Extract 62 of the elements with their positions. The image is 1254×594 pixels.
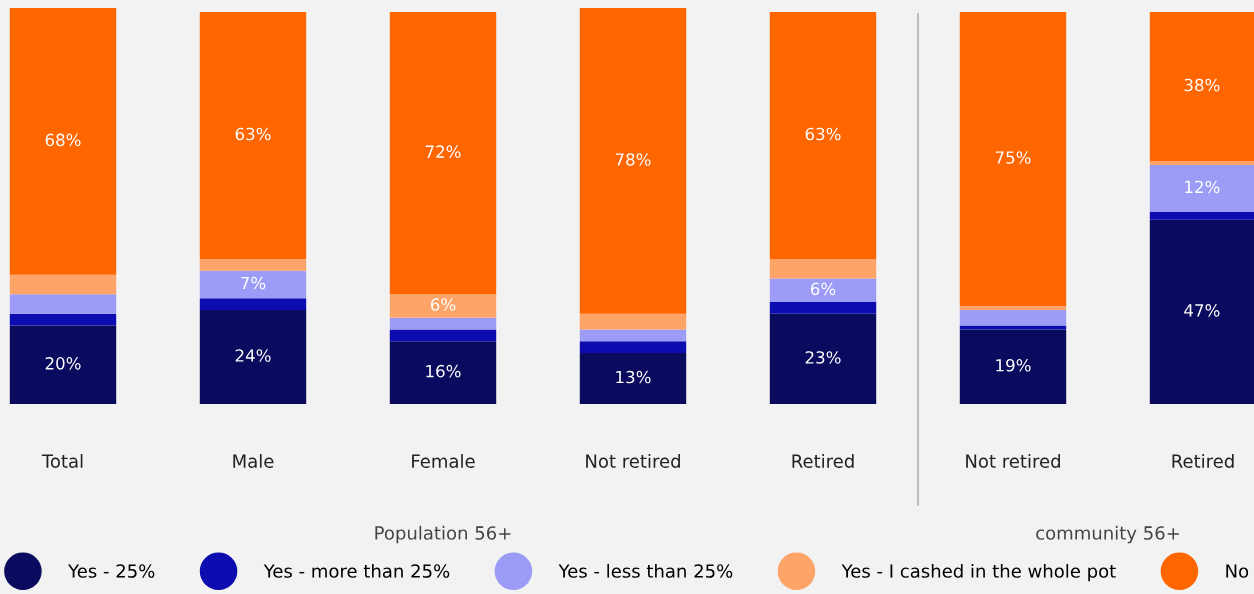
x-tick-label: Not retired	[586, 454, 680, 468]
bar	[389, 294, 497, 318]
bar	[199, 309, 307, 404]
data-label: 63%	[805, 127, 841, 141]
bar	[199, 258, 307, 271]
data-label: 20%	[45, 357, 81, 370]
bar	[769, 302, 877, 314]
bar	[389, 329, 497, 342]
data-label: 13%	[616, 370, 651, 384]
data-label: 6%	[430, 298, 456, 311]
data-label: 6%	[810, 282, 836, 296]
bar	[9, 8, 117, 275]
bar	[199, 270, 307, 299]
data-label: 47%	[1184, 304, 1220, 317]
bar	[959, 329, 1067, 404]
x-tick-label: Retired	[1172, 454, 1234, 468]
data-label: 16%	[426, 364, 461, 378]
x-tick-label: Total	[41, 454, 83, 468]
bar	[769, 278, 877, 303]
data-label: 72%	[425, 145, 461, 158]
data-label: 23%	[805, 351, 841, 364]
text: community 56+	[1036, 525, 1179, 544]
data-label: 7%	[241, 276, 266, 290]
data-label: 78%	[615, 153, 651, 166]
bar	[199, 298, 307, 310]
bar	[9, 274, 117, 295]
x-tick-label: Retired	[792, 454, 854, 468]
bar	[389, 317, 497, 330]
data-label: 63%	[235, 127, 271, 141]
legend-label: Yes - more than 25%	[263, 563, 450, 578]
bar	[579, 329, 687, 342]
bar	[389, 12, 497, 295]
legend-label: Yes - I cashed in the whole pot	[841, 563, 1116, 582]
bar	[769, 258, 877, 279]
data-label: 68%	[45, 133, 81, 147]
data-label: 12%	[1185, 180, 1220, 194]
bar	[579, 341, 687, 354]
bar	[959, 12, 1067, 306]
legend-label: Yes - less than 25%	[558, 563, 733, 578]
bar	[199, 12, 307, 259]
data-label: 24%	[235, 349, 271, 362]
bar	[9, 325, 117, 404]
data-label: 19%	[996, 358, 1031, 372]
bar	[579, 8, 687, 314]
x-tick-label: Not retired	[966, 454, 1060, 468]
text: Population 56+	[375, 525, 511, 544]
x-tick-label: Female	[412, 454, 475, 468]
data-label: 38%	[1184, 78, 1220, 92]
bar	[959, 325, 1067, 330]
bar	[579, 313, 687, 330]
bar	[959, 309, 1067, 326]
bar	[769, 12, 877, 259]
data-label: 75%	[995, 151, 1031, 164]
bar	[769, 313, 877, 404]
x-tick-label: Male	[233, 454, 274, 468]
bar	[9, 294, 117, 314]
legend-label: Yes - 25%	[68, 564, 155, 578]
bar	[9, 313, 117, 326]
legend-label: No	[1226, 564, 1249, 578]
bar	[389, 341, 497, 404]
bar	[579, 353, 687, 404]
bar	[959, 306, 1067, 310]
